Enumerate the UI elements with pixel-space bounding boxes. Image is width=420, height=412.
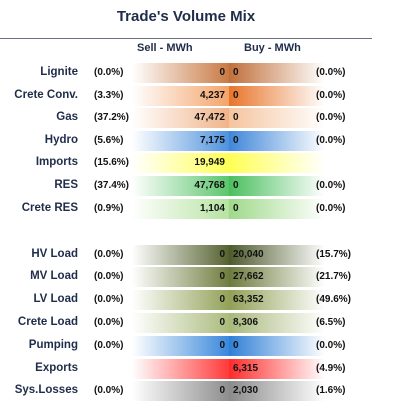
- sell-value-cell: 0: [132, 245, 229, 265]
- buy-percent: (21.7%): [316, 271, 352, 282]
- table-row: RES (37.4%) 47,768 0 (0.0%): [0, 176, 380, 196]
- buy-percent: (0.0%): [316, 180, 346, 191]
- buy-value-cell: 8,306: [229, 313, 325, 333]
- row-label: Crete Load: [17, 316, 78, 328]
- sell-value-cell: 0: [132, 63, 229, 83]
- sell-percent: (5.6%): [94, 135, 124, 146]
- buy-value-cell: 0: [229, 336, 325, 356]
- row-label: MV Load: [30, 270, 78, 282]
- row-label: Imports: [35, 156, 78, 168]
- table-row: Crete Conv. (3.3%) 4,237 0 (0.0%): [0, 86, 380, 106]
- buy-percent: (0.0%): [316, 135, 346, 146]
- sell-value-cell: 7,175: [132, 131, 229, 151]
- buy-percent: (6.5%): [316, 317, 346, 328]
- sell-percent: (0.0%): [94, 249, 124, 260]
- row-label: Pumping: [28, 339, 78, 351]
- buy-value-cell: 0: [229, 176, 325, 196]
- buy-value-cell: 0: [229, 63, 325, 83]
- buy-value-cell: 0: [229, 131, 325, 151]
- table-row: HV Load (0.0%) 0 20,040 (15.7%): [0, 245, 380, 265]
- sell-value-cell: 0: [132, 381, 229, 401]
- table-row: LV Load (0.0%) 0 63,352 (49.6%): [0, 290, 380, 310]
- buy-percent: (0.0%): [316, 112, 346, 123]
- sell-value-cell: 47,472: [132, 108, 229, 128]
- sell-value-cell: 1,104: [132, 199, 229, 219]
- row-label: Crete RES: [21, 202, 78, 214]
- buy-percent: (0.0%): [316, 67, 346, 78]
- sell-value-cell: 0: [132, 336, 229, 356]
- sell-percent: (37.4%): [94, 180, 130, 191]
- row-label: Hydro: [44, 134, 78, 146]
- sell-value-cell: 19,949: [132, 153, 229, 173]
- buy-percent: (0.0%): [316, 340, 346, 351]
- row-label: LV Load: [33, 293, 78, 305]
- sell-value-cell: [132, 359, 229, 379]
- buy-percent: (0.0%): [316, 90, 346, 101]
- buy-value-cell: 20,040: [229, 245, 325, 265]
- sell-value-cell: 47,768: [132, 176, 229, 196]
- sell-percent: (0.0%): [94, 317, 124, 328]
- title-divider: [0, 38, 372, 39]
- sell-percent: (3.3%): [94, 90, 124, 101]
- buy-value-cell: 0: [229, 86, 325, 106]
- table-row: Lignite (0.0%) 0 0 (0.0%): [0, 63, 380, 83]
- sell-value-cell: 0: [132, 290, 229, 310]
- table-row: Crete RES (0.9%) 1,104 0 (0.0%): [0, 199, 380, 219]
- buy-percent: (1.6%): [316, 385, 346, 396]
- row-label: Crete Conv.: [14, 89, 78, 101]
- buy-value-cell: 0: [229, 199, 325, 219]
- sell-percent: (0.0%): [94, 271, 124, 282]
- table-row: Exports 6,315 (4.9%): [0, 359, 380, 379]
- table-row: Sys.Losses (0.0%) 0 2,030 (1.6%): [0, 381, 380, 401]
- table-row: Imports (15.6%) 19,949: [0, 153, 380, 173]
- sell-value-cell: 0: [132, 267, 229, 287]
- row-label: HV Load: [31, 248, 78, 260]
- buy-percent: (49.6%): [316, 294, 352, 305]
- buy-value-cell: [229, 153, 325, 173]
- sell-percent: (0.0%): [94, 340, 124, 351]
- sell-value-cell: 4,237: [132, 86, 229, 106]
- table-row: Hydro (5.6%) 7,175 0 (0.0%): [0, 131, 380, 151]
- buy-value-cell: 6,315: [229, 359, 325, 379]
- sell-percent: (0.0%): [94, 294, 124, 305]
- sell-percent: (0.0%): [94, 385, 124, 396]
- table-row: MV Load (0.0%) 0 27,662 (21.7%): [0, 267, 380, 287]
- sell-percent: (0.0%): [94, 67, 124, 78]
- buy-percent: (15.7%): [316, 249, 352, 260]
- row-label: RES: [54, 179, 78, 191]
- row-label: Exports: [35, 362, 78, 374]
- sell-percent: (37.2%): [94, 112, 130, 123]
- buy-percent: (4.9%): [316, 363, 346, 374]
- sell-percent: (0.9%): [94, 203, 124, 214]
- buy-value-cell: 0: [229, 108, 325, 128]
- buy-percent: (0.0%): [316, 203, 346, 214]
- buy-value-cell: 2,030: [229, 381, 325, 401]
- row-label: Lignite: [40, 66, 78, 78]
- table-row: Pumping (0.0%) 0 0 (0.0%): [0, 336, 380, 356]
- row-label: Sys.Losses: [14, 384, 78, 396]
- buy-value-cell: 27,662: [229, 267, 325, 287]
- table-row: Gas (37.2%) 47,472 0 (0.0%): [0, 108, 380, 128]
- chart-title: Trade's Volume Mix: [116, 8, 256, 25]
- buy-column-header: Buy - MWh: [244, 42, 301, 54]
- sell-value-cell: 0: [132, 313, 229, 333]
- sell-column-header: Sell - MWh: [137, 42, 193, 54]
- table-row: Crete Load (0.0%) 0 8,306 (6.5%): [0, 313, 380, 333]
- sell-percent: (15.6%): [94, 157, 130, 168]
- row-label: Gas: [56, 111, 78, 123]
- buy-value-cell: 63,352: [229, 290, 325, 310]
